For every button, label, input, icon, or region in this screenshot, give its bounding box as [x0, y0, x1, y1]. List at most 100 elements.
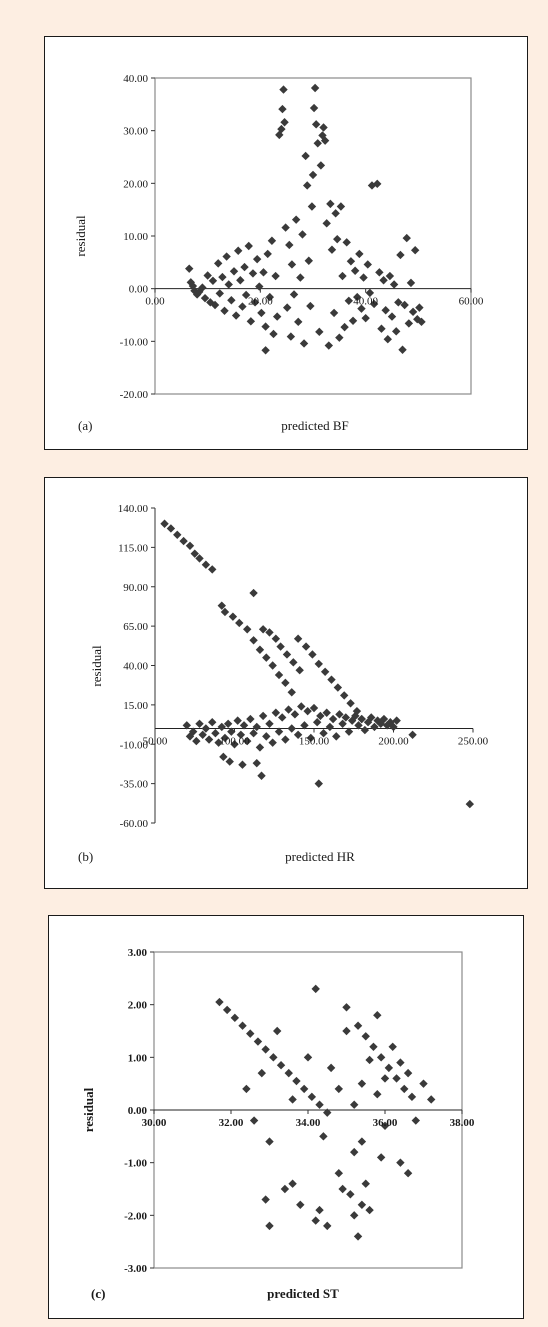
x-tick-label-c: 38.00	[450, 1117, 475, 1129]
data-point-b	[297, 702, 306, 711]
data-point-a	[326, 199, 335, 209]
data-point-b	[160, 519, 169, 528]
data-point-a	[324, 341, 333, 350]
data-point-c	[403, 1068, 413, 1078]
data-point-c	[276, 1061, 286, 1070]
data-point-a	[261, 322, 270, 331]
data-point-c	[284, 1068, 293, 1078]
data-point-b	[327, 675, 336, 684]
chart-panel-c: 3.00 2.00 1.00 0.00 -1.00 -2.00 -3.00 30.00 32.0…	[48, 915, 524, 1319]
data-point-b	[287, 724, 296, 733]
data-point-a	[355, 249, 364, 259]
data-point-b	[246, 714, 255, 724]
data-point-c	[311, 1216, 320, 1225]
data-point-b	[284, 705, 293, 714]
data-point-b	[308, 650, 317, 659]
data-point-c	[403, 1169, 413, 1178]
x-tick-label-c: 30.00	[142, 1117, 167, 1129]
data-point-a	[381, 306, 390, 315]
data-point-c	[342, 1003, 351, 1012]
data-point-c	[365, 1205, 374, 1215]
data-point-c	[303, 1053, 313, 1062]
data-point-a	[248, 269, 258, 278]
data-point-a	[259, 268, 268, 277]
data-point-a	[185, 264, 194, 273]
y-axis-label-c: residual	[81, 1087, 96, 1132]
data-point-a	[359, 273, 368, 282]
x-tick-label-a: 20.00	[248, 296, 273, 308]
data-point-a	[417, 317, 426, 327]
data-point-c	[350, 1100, 359, 1109]
data-point-a	[224, 280, 233, 289]
data-point-b	[268, 661, 277, 670]
data-point-a	[240, 262, 249, 272]
data-point-a	[208, 276, 218, 285]
data-point-b	[281, 735, 290, 744]
data-point-c	[419, 1079, 428, 1088]
data-point-c	[376, 1053, 386, 1062]
data-point-c	[230, 1013, 240, 1023]
data-point-b	[249, 729, 258, 738]
data-point-c	[357, 1079, 367, 1088]
data-point-a	[410, 246, 420, 255]
data-point-a	[319, 123, 328, 132]
y-tick-label-a: -10.00	[120, 336, 149, 348]
y-tick-label-c: -3.00	[124, 1263, 147, 1275]
data-point-b	[289, 658, 298, 667]
data-point-b	[235, 618, 244, 628]
data-point-c	[369, 1042, 378, 1051]
data-point-c	[353, 1232, 363, 1241]
data-point-c	[373, 1011, 382, 1020]
data-point-c	[400, 1084, 409, 1094]
data-point-c	[315, 1205, 324, 1215]
data-point-a	[261, 346, 270, 355]
data-point-c	[392, 1074, 401, 1083]
data-point-a	[215, 289, 224, 298]
data-point-c	[238, 1021, 247, 1030]
panel-label-b: (b)	[78, 849, 93, 864]
x-tick-label-b: 50.00	[143, 736, 168, 748]
y-tick-label-b: -35.00	[120, 779, 149, 791]
y-tick-label-b: 40.00	[123, 661, 148, 673]
data-point-c	[257, 1068, 266, 1078]
data-point-a	[363, 260, 372, 269]
data-point-a	[396, 250, 405, 260]
data-point-a	[400, 300, 409, 310]
y-tick-label-c: 3.00	[128, 947, 148, 959]
scatter-chart-c: 3.00 2.00 1.00 0.00 -1.00 -2.00 -3.00 30.00 32.0…	[81, 947, 475, 1301]
data-point-b	[185, 541, 195, 550]
data-point-b	[328, 714, 338, 724]
data-point-a	[331, 209, 340, 218]
data-point-a	[263, 249, 272, 259]
data-point-a	[313, 139, 322, 148]
data-point-a	[210, 300, 220, 310]
y-tick-label-b: 140.00	[118, 503, 149, 515]
data-point-a	[281, 223, 290, 232]
y-tick-label-b: -60.00	[120, 818, 149, 830]
data-point-a	[322, 219, 331, 228]
data-point-a	[227, 296, 236, 305]
y-tick-label-a: 40.00	[123, 73, 148, 85]
data-point-a	[275, 130, 284, 140]
data-point-a	[329, 308, 339, 318]
data-point-b	[268, 738, 277, 747]
data-point-a	[299, 339, 309, 348]
data-point-c	[292, 1076, 301, 1086]
data-point-a	[291, 215, 301, 224]
data-point-b	[208, 565, 217, 574]
data-point-c	[365, 1055, 374, 1065]
data-point-c	[384, 1063, 394, 1073]
y-tick-label-b: 15.00	[123, 700, 148, 712]
data-point-b	[340, 691, 349, 700]
data-point-a	[234, 246, 243, 255]
data-point-a	[373, 179, 382, 189]
y-tick-label-a: -20.00	[120, 389, 149, 401]
data-point-b	[243, 625, 252, 634]
data-point-a	[279, 85, 288, 94]
data-point-b	[295, 666, 304, 675]
data-point-a	[214, 259, 223, 268]
data-point-b	[276, 642, 285, 651]
data-point-a	[301, 151, 310, 161]
data-point-c	[396, 1058, 405, 1067]
data-point-a	[269, 329, 278, 339]
